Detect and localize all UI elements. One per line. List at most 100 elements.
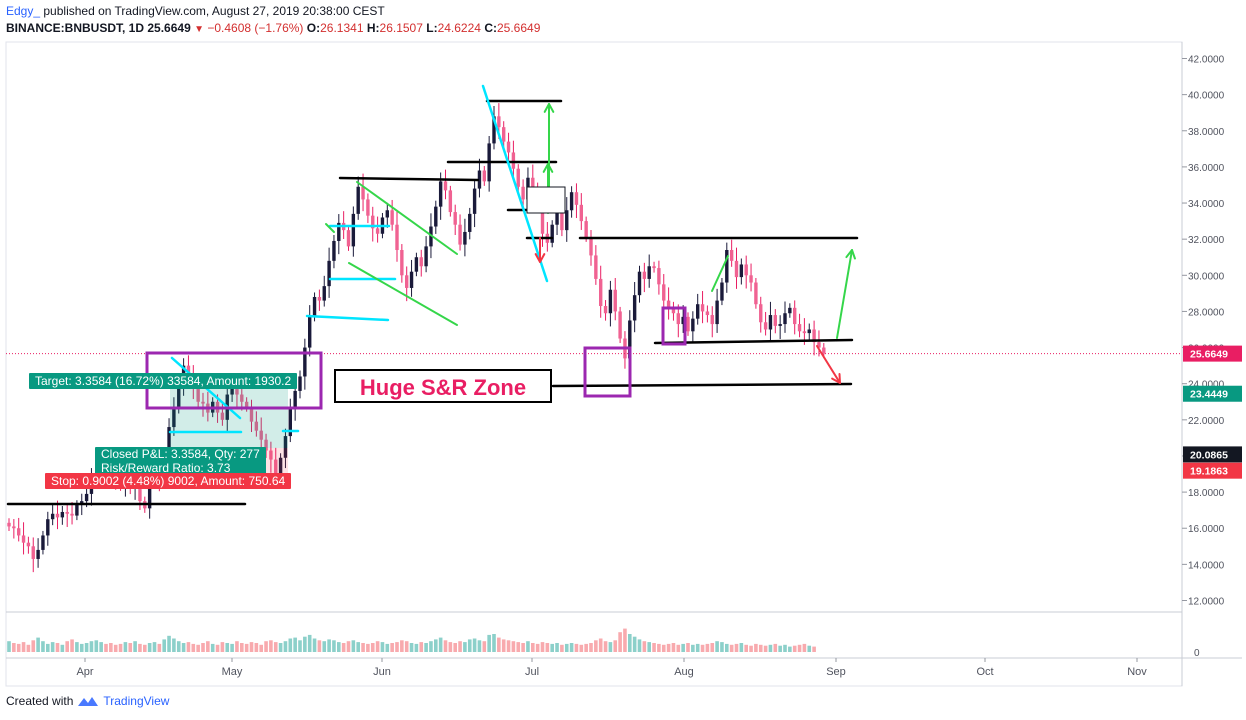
- volume-bar: [16, 643, 21, 652]
- up-arrow-head: [845, 249, 856, 260]
- candle-body: [409, 271, 414, 288]
- volume-bar: [516, 642, 521, 652]
- price-tick-label: 36.0000: [1188, 163, 1225, 174]
- candle-body: [807, 329, 811, 334]
- time-tick-label: May: [222, 666, 243, 678]
- volume-bar: [293, 637, 297, 652]
- volume-bar: [608, 642, 613, 652]
- price-badge: [1183, 345, 1242, 362]
- volume-bar: [623, 628, 627, 652]
- price-tick-label: 14.0000: [1188, 560, 1225, 571]
- price-tick-label: 32.0000: [1188, 235, 1225, 246]
- tradingview-brand[interactable]: TradingView: [103, 694, 170, 708]
- candle-body: [220, 412, 225, 420]
- volume-bar: [147, 643, 152, 652]
- volume-bar: [734, 643, 739, 652]
- volume-bar: [65, 641, 69, 652]
- volume-bar: [254, 643, 259, 652]
- volume-bar: [152, 642, 157, 652]
- candle-body: [613, 289, 617, 312]
- volume-bar: [598, 638, 603, 652]
- candle-body: [468, 213, 472, 232]
- volume-bar: [535, 643, 540, 652]
- volume-bar: [104, 643, 108, 652]
- volume-bar: [758, 644, 763, 652]
- volume-bar: [138, 643, 142, 652]
- volume-bar: [720, 642, 724, 652]
- author-link[interactable]: Edgy_: [6, 4, 41, 18]
- volume-bar: [642, 641, 647, 652]
- candle-body: [7, 522, 11, 527]
- candle-body: [676, 313, 680, 325]
- candle-body: [361, 186, 365, 200]
- volume-bar: [463, 642, 467, 652]
- volume-bar: [807, 645, 812, 652]
- volume-bar: [589, 643, 593, 652]
- candle-body: [230, 385, 234, 395]
- volume-bar: [652, 643, 656, 652]
- candle-body: [308, 316, 312, 348]
- volume-bar: [797, 644, 802, 652]
- volume-bar: [676, 644, 681, 652]
- volume-bar: [244, 643, 249, 652]
- volume-bar: [210, 643, 215, 652]
- sr-zone-annotation[interactable]: Huge S&R Zone: [334, 369, 552, 403]
- closed-pnl-line: Closed P&L: 3.3584, Qty: 277: [101, 447, 260, 461]
- price-tick-label: 24.0000: [1188, 380, 1225, 391]
- candle-body: [41, 535, 45, 550]
- candle-body: [739, 264, 744, 278]
- candle-body: [317, 296, 322, 301]
- volume-bar: [113, 644, 118, 652]
- volume-bar: [385, 643, 390, 652]
- candle-body: [691, 318, 695, 332]
- volume-bar: [303, 636, 307, 652]
- candle-body: [569, 192, 574, 211]
- volume-bar: [705, 643, 710, 652]
- candle-body: [584, 221, 588, 238]
- candle-body: [147, 483, 152, 509]
- candle-body: [70, 513, 74, 516]
- volume-bar: [380, 642, 385, 652]
- candle-body: [60, 511, 65, 518]
- candle-body: [254, 421, 259, 431]
- candle-body: [453, 212, 457, 225]
- high-value: 26.1507: [379, 21, 423, 35]
- candle-body: [768, 315, 773, 330]
- candle-body: [36, 549, 40, 559]
- volume-bar: [172, 638, 176, 652]
- candle-body: [642, 271, 647, 279]
- high-label: H:: [366, 21, 380, 35]
- down-arrow-icon: ▼: [194, 24, 204, 35]
- volume-bar: [370, 643, 375, 652]
- stop-label[interactable]: Stop: 0.9002 (4.48%) 9002, Amount: 750.6…: [45, 473, 292, 489]
- volume-bar: [191, 643, 196, 652]
- symbol-label[interactable]: BINANCE:BNBUSDT, 1D: [6, 21, 145, 35]
- target-label[interactable]: Target: 3.3584 (16.72%) 33584, Amount: 1…: [29, 373, 298, 389]
- created-with-label: Created with: [6, 694, 74, 708]
- candle-body: [744, 264, 748, 276]
- candle-body: [303, 347, 307, 377]
- volume-bar: [754, 643, 758, 652]
- closed-pnl-label[interactable]: Closed P&L: 3.3584, Qty: 277 Risk/Reward…: [95, 447, 266, 475]
- price-tick-label: 30.0000: [1188, 271, 1225, 282]
- price-tick-label: 28.0000: [1188, 307, 1225, 318]
- candle-body: [560, 206, 564, 231]
- volume-bar: [176, 641, 181, 652]
- candle-body: [632, 295, 637, 321]
- candle-body: [555, 206, 559, 225]
- candle-body: [366, 199, 370, 216]
- up-arrow-head: [542, 163, 554, 173]
- price-tick-label: 34.0000: [1188, 199, 1225, 210]
- candle-body: [332, 240, 336, 261]
- candle-body: [550, 224, 554, 243]
- candle-body: [725, 250, 729, 283]
- volume-bar: [686, 643, 690, 652]
- volume-bar: [783, 644, 787, 652]
- candle-body: [443, 181, 448, 191]
- volume-bar: [497, 637, 501, 652]
- candle-body: [424, 246, 428, 267]
- volume-bar: [181, 643, 186, 652]
- volume-bar: [526, 641, 530, 652]
- candle-body: [662, 284, 666, 301]
